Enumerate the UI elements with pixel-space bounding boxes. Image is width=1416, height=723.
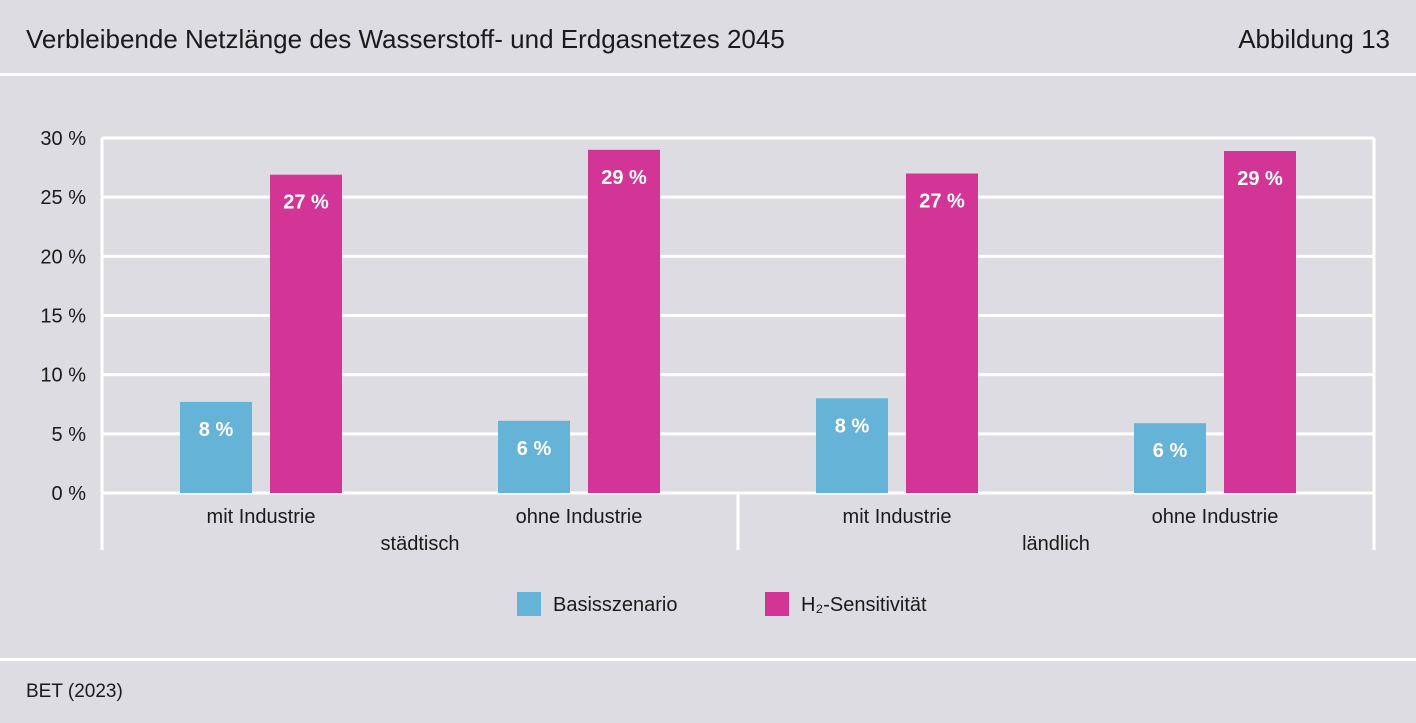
x-tick-label: ohne Industrie: [516, 506, 643, 528]
data-label: 29 %: [1237, 168, 1283, 190]
data-label: 8 %: [835, 415, 870, 437]
data-label: 8 %: [199, 419, 234, 441]
legend-swatch: [517, 592, 541, 616]
y-tick-label: 5 %: [52, 424, 87, 446]
bar: [906, 173, 978, 493]
page-title: Verbleibende Netzlänge des Wasserstoff- …: [26, 24, 785, 54]
source-note: BET (2023): [26, 681, 123, 702]
footer-divider: [0, 658, 1416, 661]
bar: [816, 398, 888, 493]
x-tick-label: ohne Industrie: [1152, 506, 1279, 528]
x-tick-label: mit Industrie: [207, 506, 316, 528]
y-tick-label: 20 %: [40, 246, 86, 268]
data-label: 6 %: [1153, 440, 1188, 462]
group-label: ländlich: [1022, 533, 1090, 555]
data-label: 29 %: [601, 167, 647, 189]
group-label: städtisch: [381, 533, 460, 555]
y-tick-label: 15 %: [40, 306, 86, 328]
data-label: 27 %: [919, 191, 965, 213]
y-tick-label: 25 %: [40, 187, 86, 209]
x-tick-label: mit Industrie: [843, 506, 952, 528]
legend-label: H₂-Sensitivität: [801, 594, 927, 616]
legend-swatch: [765, 592, 789, 616]
header-divider: [0, 73, 1416, 76]
legend-label: Basisszenario: [553, 594, 678, 616]
bar: [270, 174, 342, 493]
y-tick-label: 30 %: [40, 128, 86, 150]
data-label: 6 %: [517, 438, 552, 460]
bar: [1224, 151, 1296, 493]
bar: [1134, 423, 1206, 493]
bar: [588, 149, 660, 494]
data-label: 27 %: [283, 192, 329, 214]
bar: [180, 401, 252, 493]
y-tick-label: 0 %: [52, 483, 87, 505]
figure-number: Abbildung 13: [1238, 24, 1390, 54]
bar: [498, 420, 570, 493]
y-tick-label: 10 %: [40, 365, 86, 387]
